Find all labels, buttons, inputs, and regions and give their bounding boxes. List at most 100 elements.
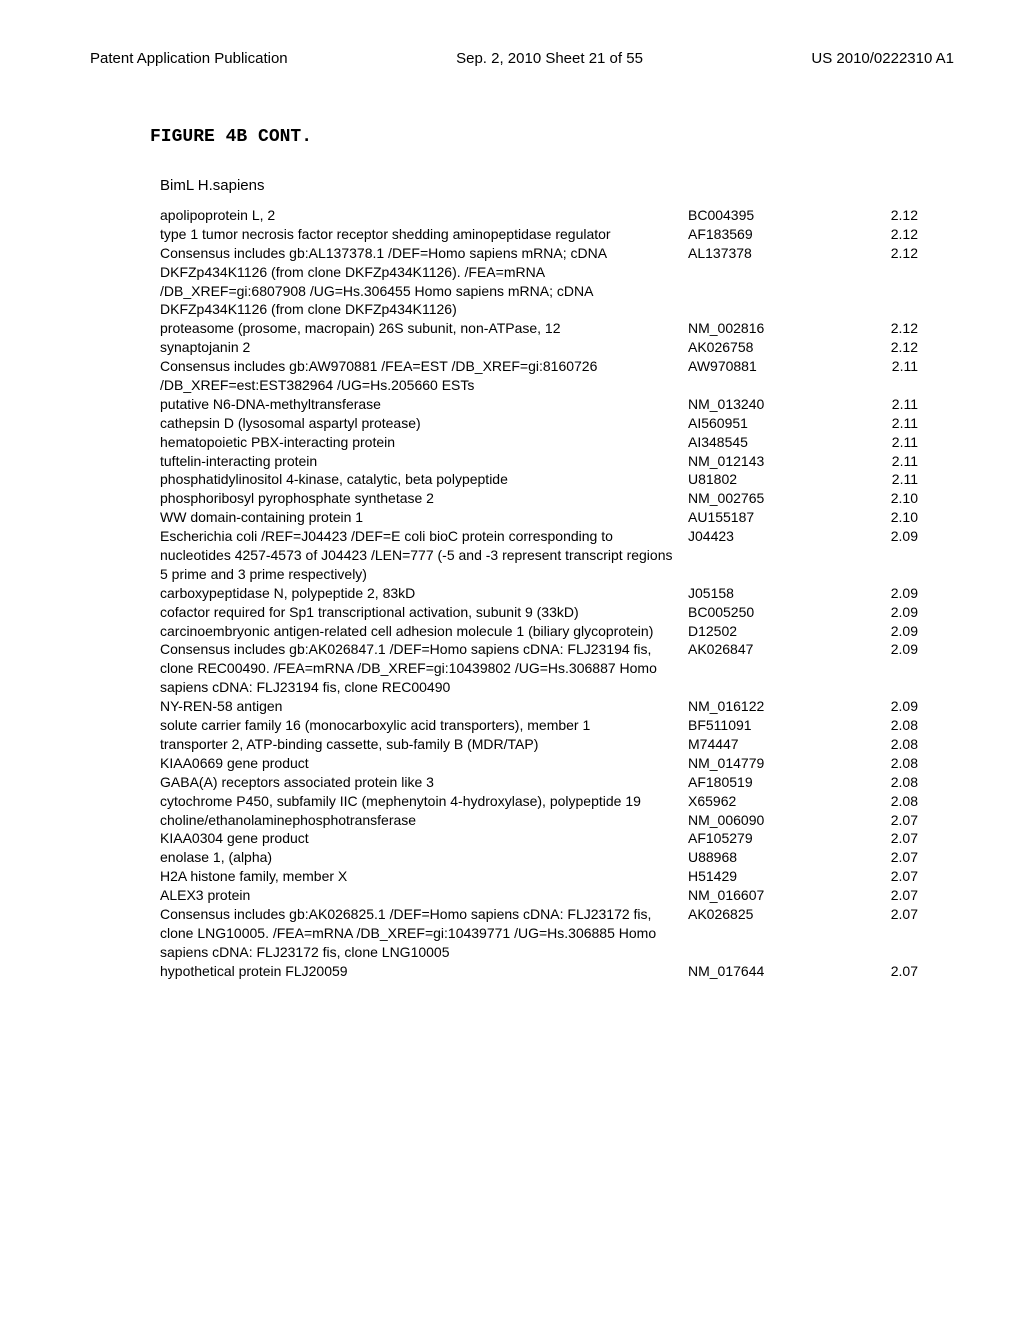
row-description: H2A histone family, member X	[160, 867, 688, 886]
page: Patent Application Publication Sep. 2, 2…	[0, 0, 1024, 1031]
row-description: tuftelin-interacting protein	[160, 452, 688, 471]
row-accession: NM_016607	[688, 886, 838, 905]
row-description: enolase 1, (alpha)	[160, 848, 688, 867]
row-description: cytochrome P450, subfamily IIC (mephenyt…	[160, 792, 688, 811]
row-accession: NM_002765	[688, 489, 838, 508]
row-description: apolipoprotein L, 2	[160, 206, 688, 225]
row-accession: U81802	[688, 470, 838, 489]
row-accession: NM_006090	[688, 811, 838, 830]
row-accession: M74447	[688, 735, 838, 754]
row-value: 2.11	[838, 452, 918, 471]
table-row: NY-REN-58 antigenNM_0161222.09	[160, 697, 954, 716]
row-accession: J05158	[688, 584, 838, 603]
row-value: 2.09	[838, 584, 918, 603]
table-row: putative N6-DNA-methyltransferaseNM_0132…	[160, 395, 954, 414]
table-row: cathepsin D (lysosomal aspartyl protease…	[160, 414, 954, 433]
row-value: 2.11	[838, 414, 918, 433]
row-description: phosphatidylinositol 4-kinase, catalytic…	[160, 470, 688, 489]
row-value: 2.12	[838, 225, 918, 244]
table-row: carcinoembryonic antigen-related cell ad…	[160, 622, 954, 641]
row-accession: BC004395	[688, 206, 838, 225]
row-value: 2.12	[838, 206, 918, 225]
row-description: cathepsin D (lysosomal aspartyl protease…	[160, 414, 688, 433]
table-row: enolase 1, (alpha)U889682.07	[160, 848, 954, 867]
row-accession: NM_014779	[688, 754, 838, 773]
row-value: 2.09	[838, 603, 918, 622]
table-row: cofactor required for Sp1 transcriptiona…	[160, 603, 954, 622]
row-description: hematopoietic PBX-interacting protein	[160, 433, 688, 452]
row-accession: AF180519	[688, 773, 838, 792]
page-header: Patent Application Publication Sep. 2, 2…	[90, 50, 954, 67]
row-description: Escherichia coli /REF=J04423 /DEF=E coli…	[160, 527, 688, 584]
row-value: 2.12	[838, 338, 918, 357]
row-description: GABA(A) receptors associated protein lik…	[160, 773, 688, 792]
row-value: 2.11	[838, 433, 918, 452]
row-description: proteasome (prosome, macropain) 26S subu…	[160, 319, 688, 338]
table-row: type 1 tumor necrosis factor receptor sh…	[160, 225, 954, 244]
row-accession: BC005250	[688, 603, 838, 622]
row-value: 2.07	[838, 867, 918, 886]
table-row: cytochrome P450, subfamily IIC (mephenyt…	[160, 792, 954, 811]
row-value: 2.08	[838, 716, 918, 735]
row-description: carboxypeptidase N, polypeptide 2, 83kD	[160, 584, 688, 603]
row-value: 2.08	[838, 735, 918, 754]
row-value: 2.09	[838, 527, 918, 584]
table-row: apolipoprotein L, 2BC0043952.12	[160, 206, 954, 225]
row-description: WW domain-containing protein 1	[160, 508, 688, 527]
row-accession: U88968	[688, 848, 838, 867]
row-value: 2.08	[838, 792, 918, 811]
figure-subtitle: BimL H.sapiens	[160, 177, 954, 194]
row-value: 2.07	[838, 811, 918, 830]
row-accession: NM_016122	[688, 697, 838, 716]
row-description: Consensus includes gb:AW970881 /FEA=EST …	[160, 357, 688, 395]
row-value: 2.09	[838, 622, 918, 641]
row-description: phosphoribosyl pyrophosphate synthetase …	[160, 489, 688, 508]
row-description: hypothetical protein FLJ20059	[160, 962, 688, 981]
row-accession: AF105279	[688, 829, 838, 848]
row-description: KIAA0669 gene product	[160, 754, 688, 773]
table-row: Escherichia coli /REF=J04423 /DEF=E coli…	[160, 527, 954, 584]
row-value: 2.12	[838, 244, 918, 320]
table-row: H2A histone family, member XH514292.07	[160, 867, 954, 886]
table-row: Consensus includes gb:AK026825.1 /DEF=Ho…	[160, 905, 954, 962]
row-accession: AU155187	[688, 508, 838, 527]
row-value: 2.12	[838, 319, 918, 338]
row-description: ALEX3 protein	[160, 886, 688, 905]
row-value: 2.07	[838, 905, 918, 962]
row-description: choline/ethanolaminephosphotransferase	[160, 811, 688, 830]
row-description: Consensus includes gb:AK026847.1 /DEF=Ho…	[160, 640, 688, 697]
row-accession: AL137378	[688, 244, 838, 320]
table-row: KIAA0669 gene productNM_0147792.08	[160, 754, 954, 773]
row-value: 2.09	[838, 640, 918, 697]
header-center: Sep. 2, 2010 Sheet 21 of 55	[456, 50, 643, 67]
table-row: WW domain-containing protein 1AU1551872.…	[160, 508, 954, 527]
row-description: carcinoembryonic antigen-related cell ad…	[160, 622, 688, 641]
row-accession: AF183569	[688, 225, 838, 244]
row-description: cofactor required for Sp1 transcriptiona…	[160, 603, 688, 622]
row-value: 2.11	[838, 395, 918, 414]
table-row: ALEX3 proteinNM_0166072.07	[160, 886, 954, 905]
row-description: Consensus includes gb:AL137378.1 /DEF=Ho…	[160, 244, 688, 320]
row-accession: AK026825	[688, 905, 838, 962]
row-description: KIAA0304 gene product	[160, 829, 688, 848]
row-value: 2.07	[838, 962, 918, 981]
row-accession: AK026847	[688, 640, 838, 697]
row-value: 2.09	[838, 697, 918, 716]
row-value: 2.11	[838, 357, 918, 395]
table-row: phosphoribosyl pyrophosphate synthetase …	[160, 489, 954, 508]
row-description: type 1 tumor necrosis factor receptor sh…	[160, 225, 688, 244]
table-row: solute carrier family 16 (monocarboxylic…	[160, 716, 954, 735]
table-row: Consensus includes gb:AL137378.1 /DEF=Ho…	[160, 244, 954, 320]
row-description: NY-REN-58 antigen	[160, 697, 688, 716]
row-accession: X65962	[688, 792, 838, 811]
row-value: 2.07	[838, 848, 918, 867]
table-row: GABA(A) receptors associated protein lik…	[160, 773, 954, 792]
row-value: 2.10	[838, 508, 918, 527]
table-row: hematopoietic PBX-interacting proteinAI3…	[160, 433, 954, 452]
row-accession: AI560951	[688, 414, 838, 433]
row-description: synaptojanin 2	[160, 338, 688, 357]
data-table: apolipoprotein L, 2BC0043952.12type 1 tu…	[160, 206, 954, 981]
header-left: Patent Application Publication	[90, 50, 288, 67]
table-row: KIAA0304 gene productAF1052792.07	[160, 829, 954, 848]
table-row: Consensus includes gb:AW970881 /FEA=EST …	[160, 357, 954, 395]
